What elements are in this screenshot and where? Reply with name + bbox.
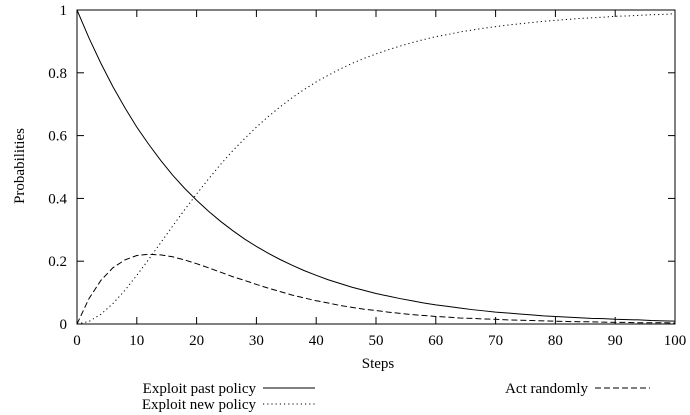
x-tick-label: 10 bbox=[129, 333, 144, 349]
x-tick-label: 80 bbox=[548, 333, 563, 349]
y-tick-label: 0.8 bbox=[48, 66, 67, 82]
y-tick-label: 0 bbox=[60, 317, 68, 333]
y-tick-label: 0.6 bbox=[48, 129, 67, 145]
legend-label: Act randomly bbox=[505, 381, 588, 397]
y-tick-label: 1 bbox=[60, 3, 68, 19]
x-axis-ticks: 0 10 20 30 40 50 60 70 80 90 100 bbox=[73, 10, 686, 349]
series-line-exploit-past-policy bbox=[76, 9, 676, 322]
y-tick-label: 0.4 bbox=[48, 191, 67, 207]
x-tick-label: 0 bbox=[73, 333, 81, 349]
y-axis-title: Probabilities bbox=[12, 128, 28, 204]
x-tick-label: 30 bbox=[249, 333, 264, 349]
x-tick-label: 70 bbox=[488, 333, 503, 349]
x-tick-label: 60 bbox=[428, 333, 443, 349]
y-axis-ticks: 0 0.2 0.4 0.6 0.8 1 bbox=[48, 3, 675, 333]
x-axis-title: Steps bbox=[362, 356, 395, 372]
legend-label: Exploit new policy bbox=[142, 397, 257, 413]
series-layer bbox=[76, 9, 676, 325]
y-tick-label: 0.2 bbox=[48, 254, 67, 270]
x-tick-label: 40 bbox=[309, 333, 324, 349]
x-tick-label: 90 bbox=[608, 333, 623, 349]
x-tick-label: 100 bbox=[664, 333, 687, 349]
x-tick-label: 20 bbox=[189, 333, 204, 349]
legend-label: Exploit past policy bbox=[143, 381, 257, 397]
x-tick-label: 50 bbox=[369, 333, 384, 349]
series-line-act-randomly bbox=[76, 253, 676, 325]
series-line-exploit-new-policy bbox=[76, 13, 676, 325]
